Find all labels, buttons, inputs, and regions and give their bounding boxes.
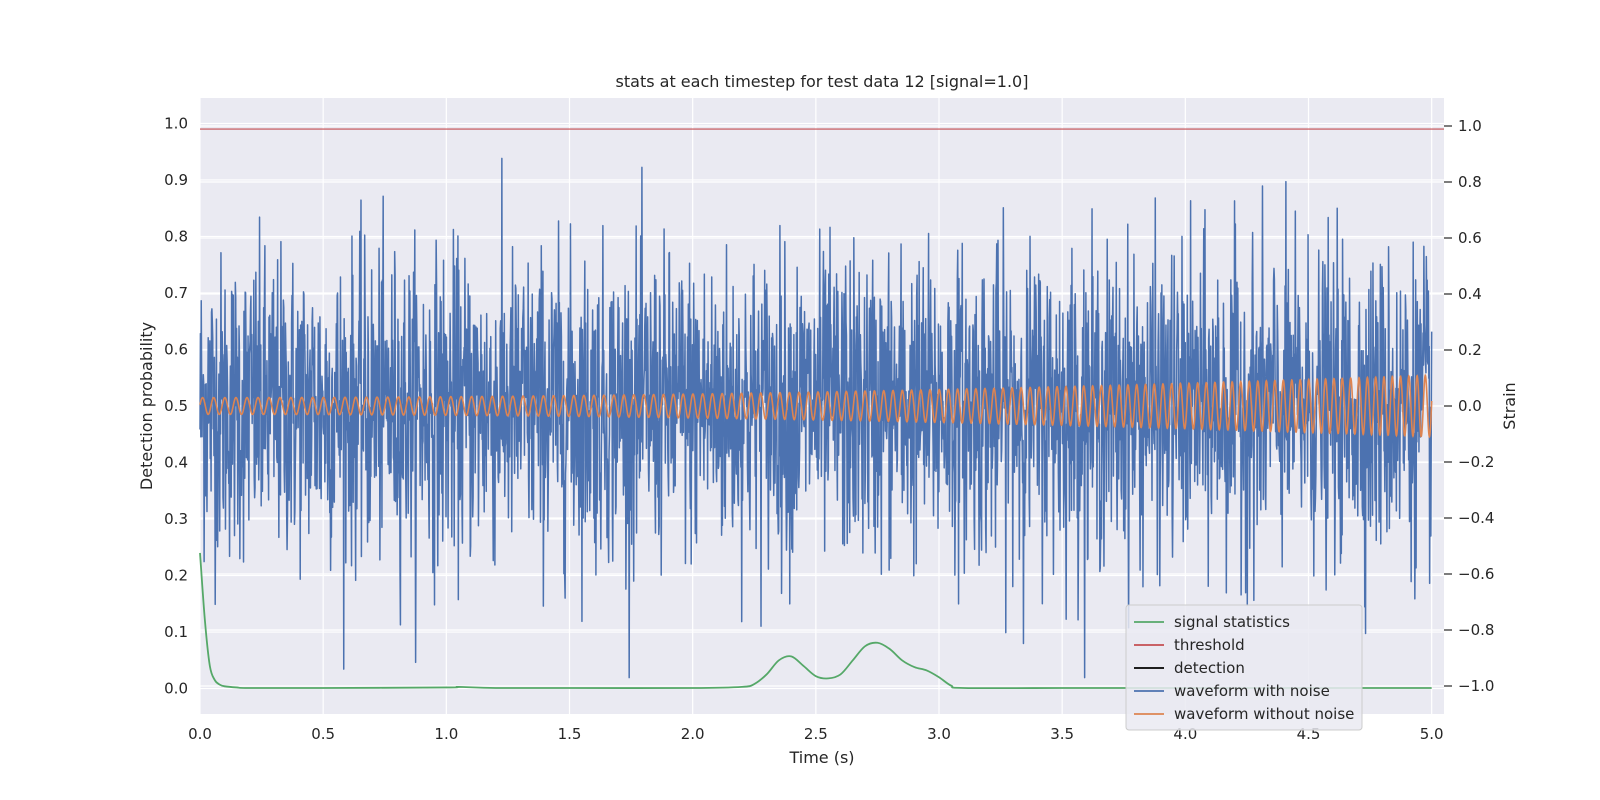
y-tick-label: 0.2 xyxy=(164,567,188,585)
y-right-tick-label: −0.6 xyxy=(1458,565,1494,583)
y-tick-label: 0.5 xyxy=(164,397,188,415)
legend-box xyxy=(1125,604,1363,731)
y-right-tick-label: −0.4 xyxy=(1458,509,1494,527)
signal-statistics-line xyxy=(199,552,1432,690)
y-right-tick-label: −0.2 xyxy=(1458,453,1494,471)
y-axis-right-label: Strain xyxy=(1500,382,1519,429)
x-tick-label: 2.0 xyxy=(681,725,705,743)
y-right-tick-label: 1.0 xyxy=(1458,117,1482,135)
x-tick-label: 0.5 xyxy=(311,725,335,743)
x-tick-label: 1.0 xyxy=(434,725,458,743)
y-axis-right: −1.0 −0.8 −0.6 −0.4 −0.2 0.0 0.2 0.4 0.6 0.8 1.0 xyxy=(1444,117,1494,695)
legend-label: detection xyxy=(1174,659,1245,677)
legend-label: signal statistics xyxy=(1174,613,1290,631)
y-tick-label: 0.4 xyxy=(164,454,188,472)
legend-label: threshold xyxy=(1174,636,1245,654)
legend-label: waveform with noise xyxy=(1174,682,1330,700)
legend-label: waveform without noise xyxy=(1174,705,1354,723)
x-tick-label: 2.5 xyxy=(804,725,828,743)
y-tick-label: 0.7 xyxy=(164,284,188,302)
legend: signal statistics threshold detection wavef… xyxy=(1125,604,1363,731)
x-tick-label: 3.0 xyxy=(927,725,951,743)
waveform-with-noise-line xyxy=(199,157,1433,679)
x-tick-label: 0.0 xyxy=(188,725,212,743)
y-tick-label: 0.1 xyxy=(164,623,188,641)
y-right-tick-label: −1.0 xyxy=(1458,677,1494,695)
y-right-tick-label: 0.2 xyxy=(1458,341,1482,359)
x-axis-label: Time (s) xyxy=(788,748,854,767)
y-tick-label: 1.0 xyxy=(164,114,188,132)
y-right-tick-label: 0.0 xyxy=(1458,397,1482,415)
y-right-tick-label: 0.6 xyxy=(1458,229,1482,247)
y-right-tick-label: 0.8 xyxy=(1458,173,1482,191)
chart-title: stats at each timestep for test data 12 … xyxy=(616,72,1029,91)
y-tick-label: 0.3 xyxy=(164,510,188,528)
y-axis-label: Detection probability xyxy=(137,322,156,490)
x-tick-label: 3.5 xyxy=(1050,725,1074,743)
y-tick-label: 0.9 xyxy=(164,171,188,189)
waveform-without-noise-line xyxy=(199,373,1433,439)
y-axis-left: 0.0 0.1 0.2 0.3 0.4 0.5 0.6 0.7 0.8 0.9 1.0 xyxy=(164,114,188,697)
y-tick-label: 0.6 xyxy=(164,340,188,358)
x-tick-label: 5.0 xyxy=(1420,725,1444,743)
y-tick-label: 0.0 xyxy=(164,680,188,698)
x-tick-label: 1.5 xyxy=(558,725,582,743)
series-layer xyxy=(199,128,1444,690)
y-right-tick-label: 0.4 xyxy=(1458,285,1482,303)
x-axis: 0.0 0.5 1.0 1.5 2.0 2.5 3.0 3.5 4.0 4.5 5.0 xyxy=(188,725,1444,743)
y-tick-label: 0.8 xyxy=(164,227,188,245)
y-right-tick-label: −0.8 xyxy=(1458,621,1494,639)
